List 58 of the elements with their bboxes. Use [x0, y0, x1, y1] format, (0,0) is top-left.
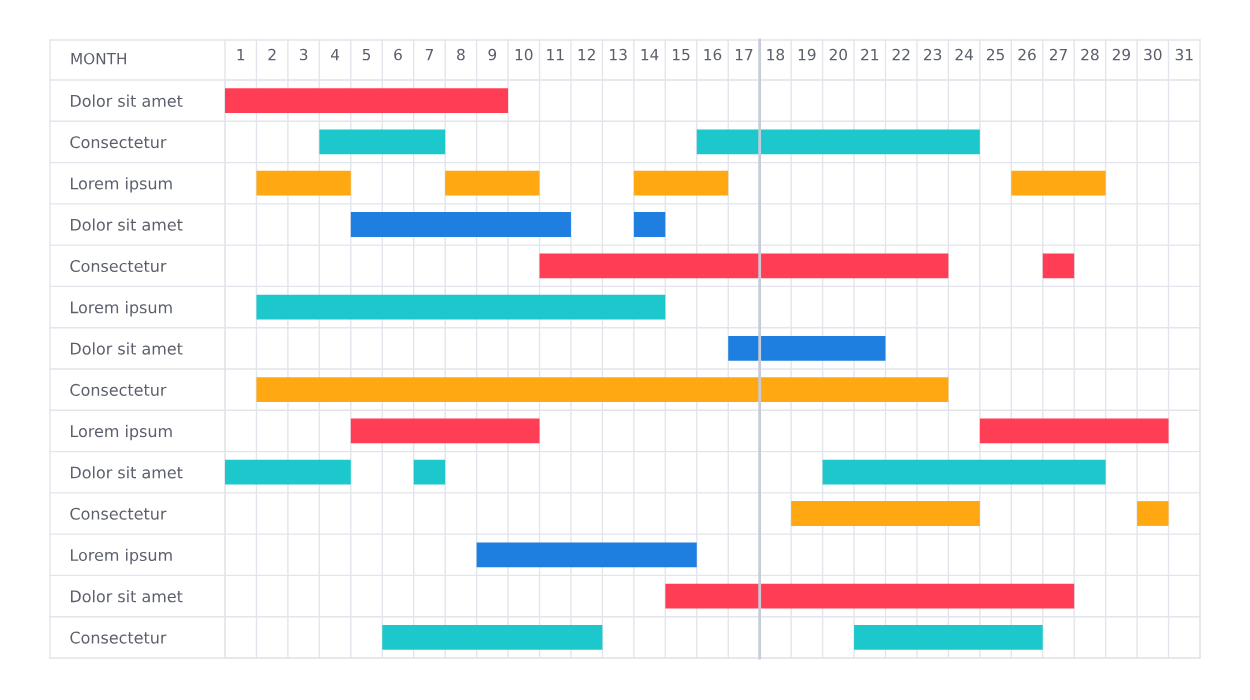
- x-tick-label: 17: [735, 49, 753, 61]
- bar: [665, 583, 1075, 609]
- x-tick-label: 16: [704, 48, 722, 61]
- x-tick-label: 29: [1112, 48, 1131, 61]
- bar: [728, 335, 886, 361]
- x-tick-label: 7: [425, 49, 433, 61]
- y-tick-label: Dolor sit amet: [71, 94, 183, 107]
- x-tick-label: 4: [330, 49, 340, 61]
- x-tick-label: 19: [798, 48, 816, 61]
- x-tick-label: 1: [237, 49, 245, 61]
- bar: [696, 129, 980, 155]
- bar: [539, 253, 949, 279]
- x-tick-label: 24: [955, 48, 973, 61]
- bar: [476, 542, 697, 568]
- bar: [350, 212, 571, 237]
- y-tick-label: Dolor sit amet: [71, 218, 183, 231]
- x-tick-label: 15: [673, 49, 690, 61]
- x-axis-title: MONTH: [71, 52, 126, 65]
- y-tick-label: Dolor sit amet: [71, 466, 183, 479]
- bar: [1011, 170, 1106, 196]
- x-tick-label: 28: [1081, 48, 1099, 61]
- x-tick-label: 9: [488, 48, 497, 61]
- x-tick-label: 18: [767, 48, 785, 61]
- x-tick-label: 23: [924, 48, 942, 61]
- x-tick-label: 14: [641, 49, 659, 61]
- x-tick-label: 20: [829, 48, 848, 61]
- y-tick-label: Lorem ipsum: [71, 424, 172, 441]
- x-tick-label: 8: [457, 48, 465, 61]
- y-tick-label: Consectetur: [70, 260, 167, 273]
- x-tick-label: 2: [268, 48, 276, 61]
- y-tick-label: Consectetur: [70, 507, 167, 520]
- x-tick-label: 12: [578, 48, 595, 61]
- bar: [854, 624, 1043, 650]
- y-tick-label: Lorem ipsum: [71, 177, 172, 193]
- y-tick-label: Consectetur: [70, 136, 167, 149]
- y-tick-label: Dolor sit amet: [71, 342, 183, 355]
- x-tick-label: 31: [1175, 48, 1193, 61]
- x-tick-label: 5: [362, 49, 371, 61]
- bar: [225, 88, 509, 114]
- y-tick-label: Lorem ipsum: [71, 301, 172, 317]
- x-tick-label: 30: [1144, 48, 1162, 61]
- x-tick-label: 11: [547, 49, 564, 61]
- bar: [350, 418, 540, 444]
- x-tick-label: 27: [1049, 48, 1067, 61]
- y-tick-label: Consectetur: [70, 383, 167, 396]
- y-tick-label: Lorem ipsum: [71, 548, 172, 565]
- x-tick-label: 21: [861, 48, 879, 61]
- x-tick-label: 26: [1018, 48, 1036, 61]
- x-tick-label: 25: [986, 48, 1004, 61]
- bar: [633, 212, 666, 237]
- y-tick-label: Dolor sit amet: [71, 590, 183, 603]
- x-tick-label: 6: [394, 48, 402, 61]
- x-tick-label: 13: [610, 48, 627, 61]
- bar: [413, 459, 446, 485]
- x-tick-label: 3: [299, 48, 308, 61]
- x-tick-label: 22: [892, 48, 910, 61]
- y-tick-label: Consectetur: [70, 631, 167, 644]
- x-tick-label: 10: [515, 48, 533, 61]
